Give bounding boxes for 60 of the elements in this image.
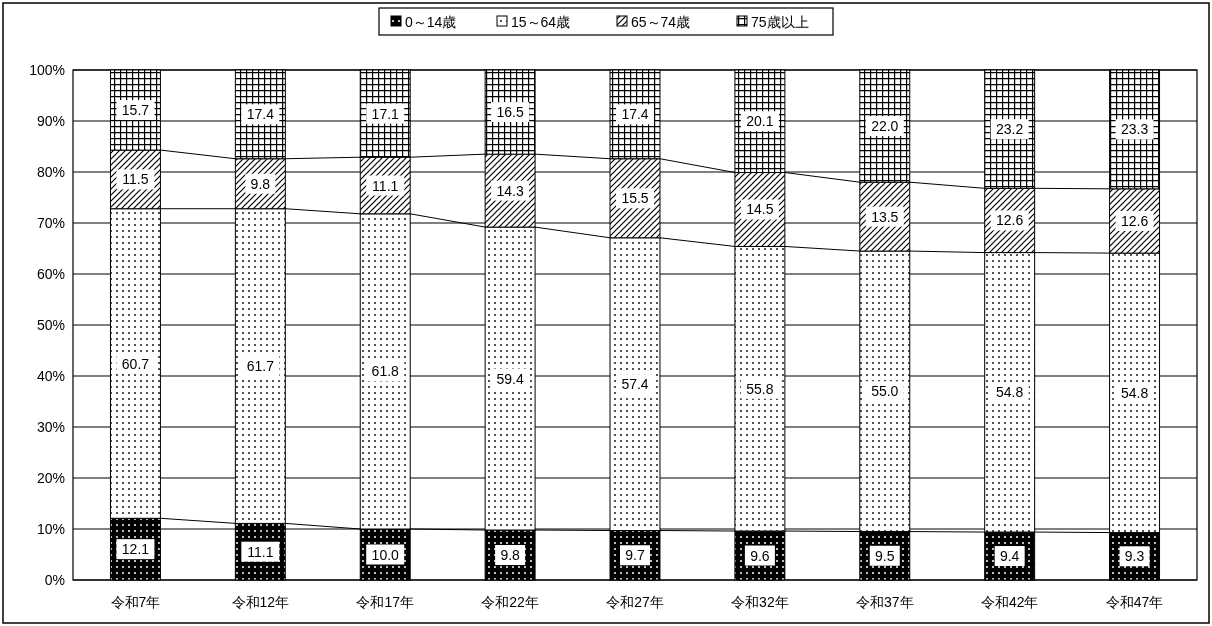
data-label: 12.1 xyxy=(121,541,150,558)
data-label: 22.0 xyxy=(871,118,899,135)
data-label: 9.8 xyxy=(500,547,521,564)
data-label: 54.8 xyxy=(996,384,1024,401)
ytick: 40% xyxy=(36,368,65,384)
data-label: 14.3 xyxy=(496,182,524,199)
data-label: 11.1 xyxy=(247,543,274,560)
x-tick-label: 令和32年 xyxy=(731,594,789,610)
ytick: 70% xyxy=(36,215,65,231)
data-label: 9.6 xyxy=(750,547,770,564)
data-label: 12.6 xyxy=(996,212,1024,229)
data-label: 15.5 xyxy=(621,190,649,207)
legend-label: 15～64歳 xyxy=(511,14,571,30)
data-label: 10.0 xyxy=(371,546,400,563)
data-label: 14.5 xyxy=(746,201,774,218)
data-label: 55.8 xyxy=(746,380,774,397)
x-tick-label: 令和12年 xyxy=(231,594,290,610)
data-label: 57.4 xyxy=(621,376,649,393)
ytick: 100% xyxy=(29,62,65,78)
data-label: 11.5 xyxy=(122,171,149,188)
ytick: 20% xyxy=(36,470,65,486)
data-label: 59.4 xyxy=(496,370,524,387)
ytick: 90% xyxy=(36,113,65,129)
data-label: 15.7 xyxy=(121,102,150,119)
data-label: 12.6 xyxy=(1120,212,1149,229)
data-label: 23.3 xyxy=(1120,121,1149,138)
data-label: 16.5 xyxy=(496,104,524,121)
data-label: 13.5 xyxy=(871,208,899,225)
data-label: 17.1 xyxy=(371,105,400,122)
legend-label: 0～14歳 xyxy=(405,14,457,30)
data-label: 11.1 xyxy=(372,177,399,194)
data-label: 20.1 xyxy=(746,113,774,130)
ytick: 30% xyxy=(36,419,65,435)
ytick: 60% xyxy=(36,266,65,282)
data-label: 9.7 xyxy=(625,547,645,564)
ytick: 0% xyxy=(44,572,65,588)
data-label: 9.8 xyxy=(250,175,271,192)
data-label: 9.5 xyxy=(875,547,895,564)
data-label: 23.2 xyxy=(996,121,1024,138)
data-label: 9.3 xyxy=(1124,548,1145,565)
legend-label: 65～74歳 xyxy=(631,14,691,30)
ytick: 80% xyxy=(36,164,65,180)
data-label: 55.0 xyxy=(871,383,899,400)
x-tick-label: 令和7年 xyxy=(110,594,161,610)
data-label: 9.4 xyxy=(999,548,1020,565)
x-tick-label: 令和42年 xyxy=(980,594,1039,610)
x-tick-label: 令和27年 xyxy=(606,594,664,610)
data-label: 54.8 xyxy=(1120,384,1149,401)
data-label: 61.8 xyxy=(371,363,400,380)
ytick: 50% xyxy=(36,317,65,333)
legend-label: 75歳以上 xyxy=(751,14,809,30)
x-tick-label: 令和37年 xyxy=(855,594,914,610)
data-label: 17.4 xyxy=(621,106,649,123)
x-tick-label: 令和47年 xyxy=(1105,594,1164,610)
data-label: 60.7 xyxy=(121,355,150,372)
x-tick-label: 令和17年 xyxy=(356,594,415,610)
data-label: 61.7 xyxy=(246,358,275,375)
data-label: 17.4 xyxy=(246,106,275,123)
ytick: 10% xyxy=(36,521,65,537)
x-tick-label: 令和22年 xyxy=(481,594,539,610)
